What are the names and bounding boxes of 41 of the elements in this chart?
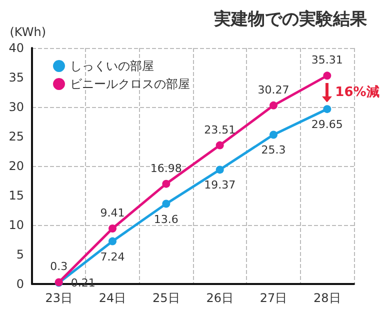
y-tick-label: 15 [8,188,24,202]
data-label: 0.3 [50,260,68,274]
point [108,224,116,232]
legend-label: ビニールクロスの部屋 [70,77,190,91]
x-tick-label: 27日 [260,291,288,305]
data-label: 30.27 [258,83,290,96]
data-label: 19.37 [204,178,236,192]
data-label: 13.6 [154,212,178,226]
data-label: 29.65 [311,118,343,132]
y-tick-label: 0 [16,277,24,291]
x-tick-label: 24日 [98,291,126,305]
y-axis-title: (KWh) [10,25,46,39]
data-label: 25.3 [261,144,286,157]
point [270,101,278,110]
x-tick-label: 26日 [206,291,234,305]
point [162,180,170,188]
annotation: 16%減 [335,84,380,100]
point [216,166,224,174]
x-tick-label: 23日 [45,291,72,305]
y-tick-label: 30 [8,100,24,114]
y-tick-label: 40 [8,41,24,55]
data-label: 35.31 [311,54,343,67]
y-tick-label: 35 [8,70,24,84]
point [216,141,224,150]
point [323,105,332,114]
chart-title: 実建物での実験結果 [213,10,368,30]
data-label: 16.98 [150,162,182,175]
point [162,200,170,208]
data-label: 7.24 [100,250,125,264]
legend-label: しっくいの部屋 [70,59,154,73]
data-label: 9.41 [100,206,125,220]
x-tick-label: 28日 [314,291,341,305]
y-tick-label: 25 [8,130,24,144]
point [323,72,332,80]
x-tick-label: 25日 [152,291,180,305]
data-label: 23.51 [204,123,236,136]
point [108,237,116,246]
point [270,130,278,139]
y-tick-label: 20 [8,159,24,173]
y-tick-label: 10 [8,218,24,232]
y-tick-label: 5 [16,248,24,262]
